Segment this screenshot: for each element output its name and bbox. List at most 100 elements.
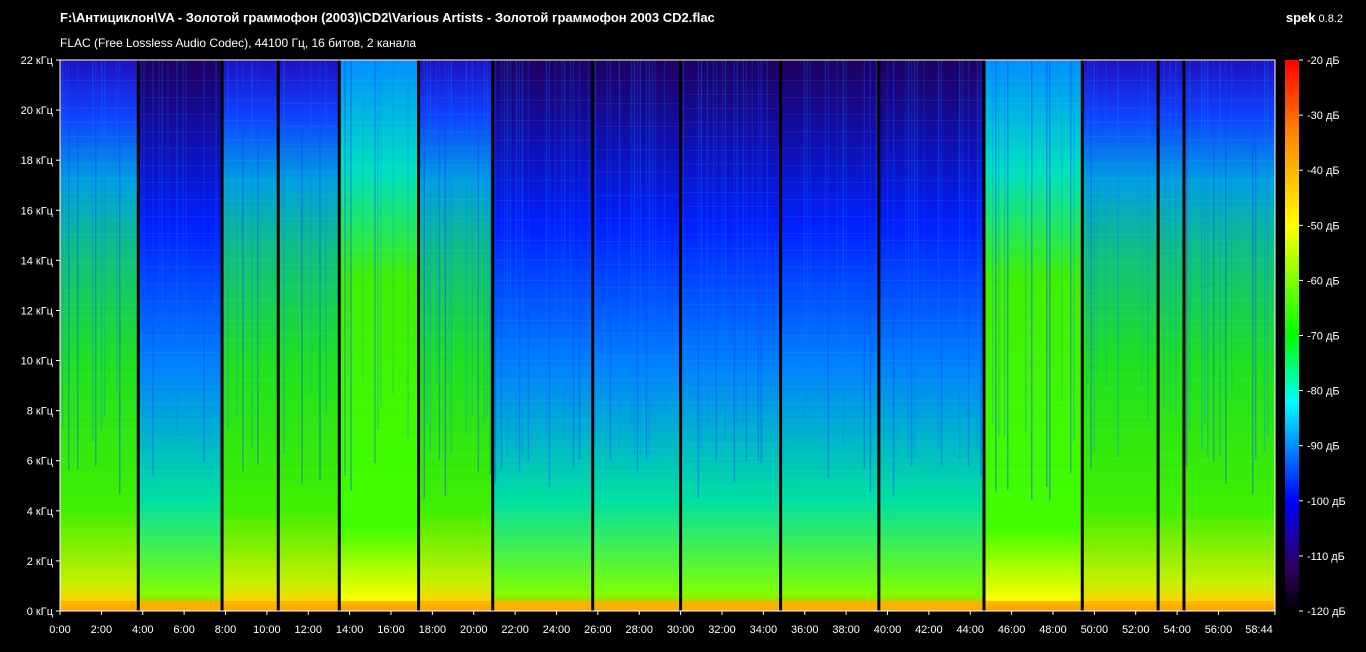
harmonic-line (1082, 234, 1159, 235)
spectral-streak (152, 60, 154, 476)
harmonic-line (339, 234, 419, 235)
harmonic-line (492, 520, 593, 521)
harmonic-line (278, 471, 340, 472)
harmonic-line (878, 200, 985, 201)
harmonic-line (680, 304, 781, 305)
harmonic-line (339, 472, 419, 473)
harmonic-line (1183, 400, 1275, 401)
harmonic-line (1183, 520, 1275, 521)
harmonic-line (60, 444, 139, 445)
spectral-streak (751, 60, 754, 378)
spectral-streak (1087, 60, 1089, 384)
harmonic-line (1158, 352, 1184, 353)
harmonic-line (780, 182, 879, 183)
harmonic-line (1158, 335, 1184, 336)
spectral-streak (1169, 60, 1171, 413)
harmonic-line (222, 100, 279, 101)
harmonic-line (60, 430, 139, 431)
harmonic-line (418, 335, 493, 336)
harmonic-line (60, 570, 139, 571)
time-tick-label: 58:44 (1245, 624, 1273, 636)
harmonic-line (878, 280, 985, 281)
harmonic-line (339, 304, 419, 305)
harmonic-line (592, 333, 681, 334)
harmonic-line (222, 180, 279, 181)
spectral-streak (101, 60, 103, 430)
harmonic-line (418, 556, 493, 557)
harmonic-line (1158, 505, 1184, 506)
harmonic-line (492, 260, 593, 261)
harmonic-line (680, 150, 781, 151)
harmonic-line (780, 284, 879, 285)
spectral-streak (1004, 60, 1006, 438)
harmonic-line (878, 520, 985, 521)
harmonic-line (780, 556, 879, 557)
harmonic-line (278, 195, 340, 196)
harmonic-line (278, 264, 340, 265)
harmonic-line (984, 586, 1083, 587)
harmonic-line (60, 388, 139, 389)
spectral-streak (806, 60, 809, 403)
spectral-streak (892, 60, 895, 496)
level-color-scale (1285, 60, 1299, 611)
spectral-streak (724, 60, 727, 441)
file-path-title: F:\Антициклон\VA - Золотой граммофон (20… (60, 10, 715, 25)
harmonic-line (222, 360, 279, 361)
harmonic-line (418, 420, 493, 421)
spectral-streak (344, 60, 346, 476)
harmonic-line (1082, 416, 1159, 417)
harmonic-line (878, 220, 985, 221)
harmonic-line (984, 149, 1083, 150)
harmonic-line (222, 120, 279, 121)
harmonic-line (138, 505, 223, 506)
harmonic-line (680, 374, 781, 375)
harmonic-line (780, 573, 879, 574)
harmonic-line (592, 310, 681, 311)
harmonic-line (492, 360, 593, 361)
harmonic-line (138, 148, 223, 149)
harmonic-line (60, 486, 139, 487)
harmonic-line (780, 386, 879, 387)
harmonic-line (1082, 164, 1159, 165)
harmonic-line (592, 195, 681, 196)
harmonic-line (222, 140, 279, 141)
spectral-streak (648, 60, 651, 457)
harmonic-line (680, 570, 781, 571)
harmonic-line (1158, 369, 1184, 370)
spectral-streak (842, 60, 845, 444)
harmonic-line (492, 200, 593, 201)
spectral-streak (1263, 60, 1266, 452)
spectral-streak (548, 60, 551, 487)
harmonic-line (680, 346, 781, 347)
harmonic-line (1158, 556, 1184, 557)
harmonic-line (780, 335, 879, 336)
spectral-streak (563, 60, 566, 443)
harmonic-line (878, 360, 985, 361)
time-tick-label: 30:00 (667, 624, 695, 636)
spectral-streak (158, 60, 160, 384)
time-tick-label: 20:00 (460, 624, 488, 636)
track-segment (780, 60, 879, 611)
harmonic-line (418, 267, 493, 268)
spectral-streak (992, 60, 994, 424)
harmonic-line (418, 199, 493, 200)
harmonic-line (278, 448, 340, 449)
harmonic-line (138, 522, 223, 523)
low-frequency-band (780, 601, 879, 611)
harmonic-line (339, 430, 419, 431)
harmonic-line (1158, 267, 1184, 268)
spectral-streak (554, 60, 557, 380)
harmonic-line (1082, 430, 1159, 431)
harmonic-line (492, 300, 593, 301)
harmonic-line (1082, 136, 1159, 137)
spectral-streak (1266, 60, 1269, 437)
harmonic-line (592, 172, 681, 173)
spectral-streak (809, 60, 812, 388)
harmonic-line (339, 220, 419, 221)
spectral-streak (377, 60, 379, 430)
harmonic-line (222, 400, 279, 401)
harmonic-line (492, 400, 593, 401)
spectral-streak (310, 60, 312, 394)
harmonic-line (60, 514, 139, 515)
harmonic-line (984, 356, 1083, 357)
